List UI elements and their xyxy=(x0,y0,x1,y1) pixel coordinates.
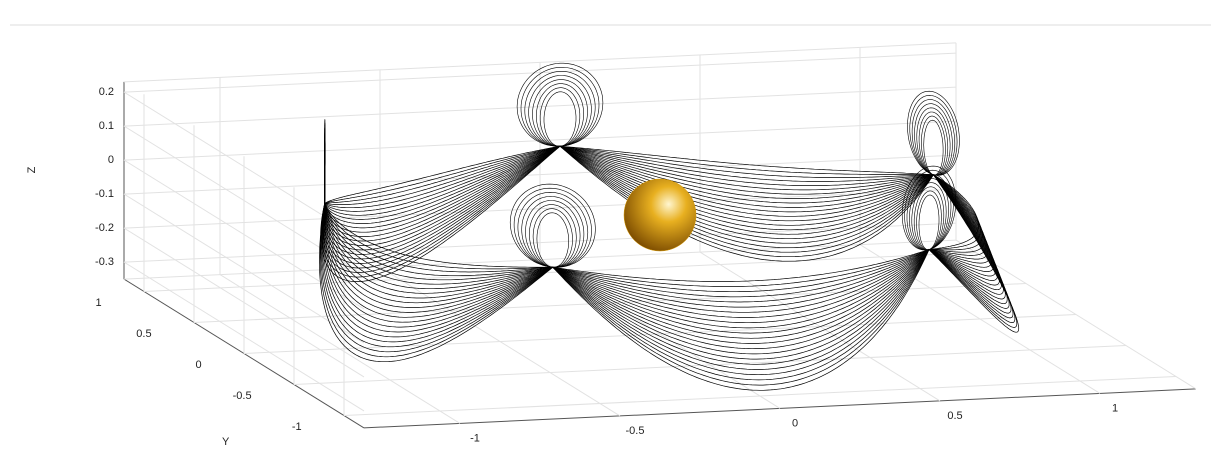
y-tick-label: 0.5 xyxy=(136,328,151,340)
petal xyxy=(529,76,592,147)
z-axis-label: Z xyxy=(26,166,38,173)
z-tick-label: -0.3 xyxy=(95,256,114,268)
y-tick-label: -1 xyxy=(292,421,302,433)
y-axis-label: Y xyxy=(222,436,230,448)
x-tick-label: -1 xyxy=(470,433,480,445)
y-tick-label: 1 xyxy=(95,297,101,309)
ticks: -1 -0.5 0 0.5 1 -1 -0.5 0 0.5 1 -0.3 -0.2 -0.1 0 0.1 0.… xyxy=(95,86,1118,445)
y-tick-label: -0.5 xyxy=(233,390,252,402)
petal xyxy=(536,84,583,147)
chart: Y Z -1 -0.5 0 0.5 1 -1 -0.5 0 0.5 1 -0.3 -0.2 -0.1 0 0… xyxy=(0,0,1211,457)
petal xyxy=(518,192,588,267)
z-tick-label: 0 xyxy=(108,154,114,166)
y-tick-label: 0 xyxy=(195,359,201,371)
petal xyxy=(525,71,595,146)
grid-line xyxy=(194,284,1026,323)
sphere xyxy=(624,179,696,251)
x-tick-label: 0.5 xyxy=(947,410,962,422)
x-tick-label: -0.5 xyxy=(626,425,645,437)
z-tick-label: -0.1 xyxy=(95,188,114,200)
z-tick-label: 0.2 xyxy=(99,86,114,98)
x-tick-label: 1 xyxy=(1112,403,1118,415)
x-tick-label: 0 xyxy=(792,418,798,430)
petal xyxy=(544,92,576,146)
z-tick-label: 0.1 xyxy=(99,120,114,132)
petal xyxy=(540,88,580,147)
petal xyxy=(924,120,943,175)
petal xyxy=(912,100,955,176)
z-tick-label: -0.2 xyxy=(95,222,114,234)
